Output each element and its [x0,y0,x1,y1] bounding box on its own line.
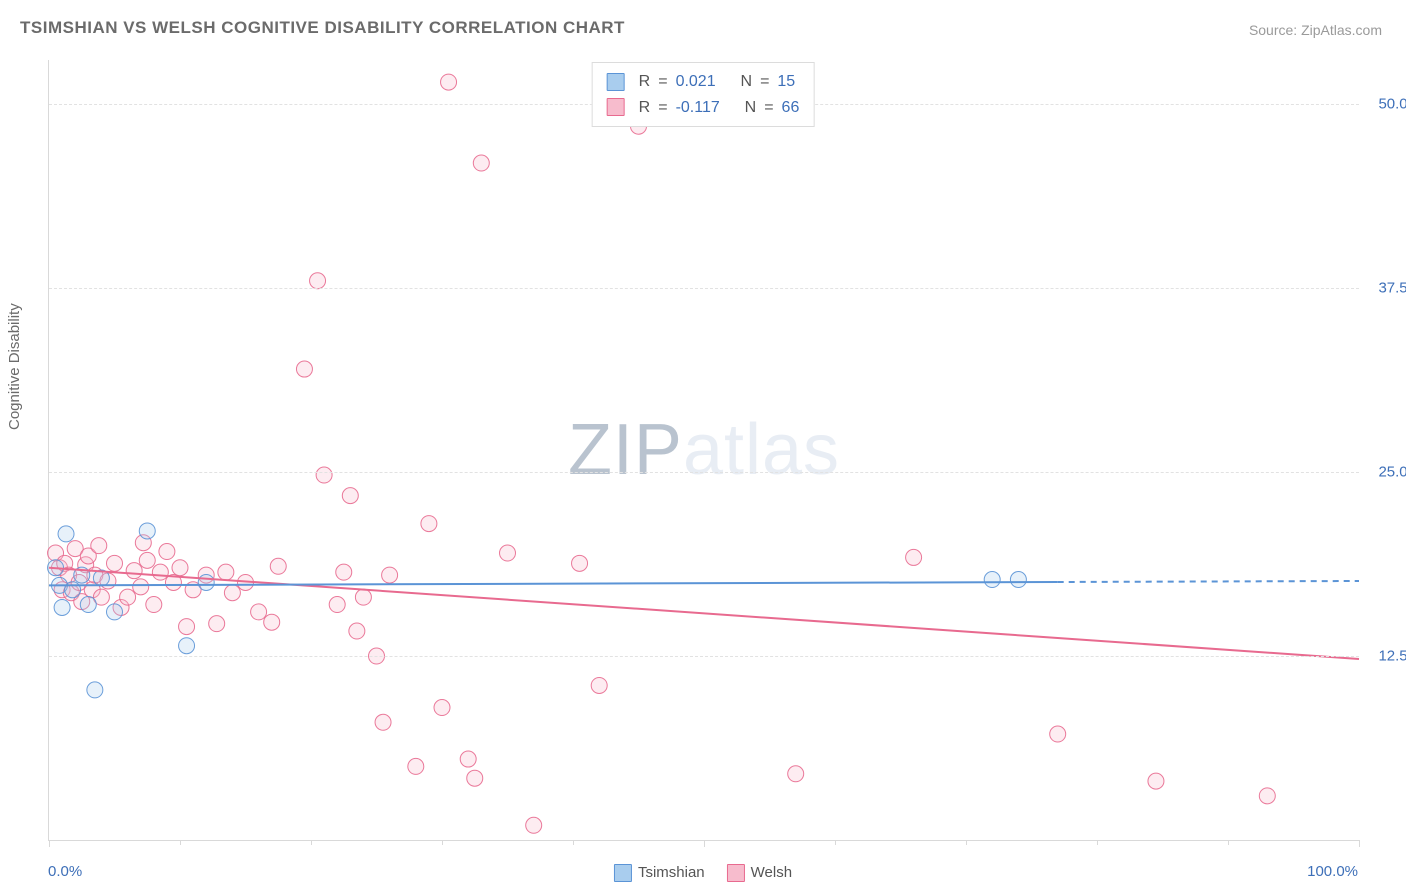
chart-plot-area: ZIPatlas 12.5%25.0%37.5%50.0% [48,60,1359,841]
legend-item: Tsimshian [614,864,705,882]
stat-label-r: R [639,69,651,95]
x-axis-label-left: 0.0% [48,863,82,880]
stat-label-r: R [639,95,651,121]
legend-item: Welsh [727,864,792,882]
stat-label-n: N [741,69,753,95]
stat-eq: = [760,69,769,95]
stat-eq: = [764,95,773,121]
stats-row: R = 0.021 N = 15 [607,69,800,95]
legend-label: Welsh [751,864,792,881]
swatch-icon [607,73,625,91]
legend-bottom: Tsimshian Welsh [614,864,792,882]
stat-eq: = [658,95,667,121]
correlation-stats-box: R = 0.021 N = 15 R = -0.117 N = 66 [592,62,815,127]
source-label: Source: ZipAtlas.com [1249,22,1382,38]
stat-value-n: 66 [782,95,800,121]
source-prefix: Source: [1249,22,1301,38]
chart-title: TSIMSHIAN VS WELSH COGNITIVE DISABILITY … [20,18,625,38]
stats-row: R = -0.117 N = 66 [607,95,800,121]
legend-label: Tsimshian [638,864,705,881]
chart-svg [49,60,1359,840]
x-axis-label-right: 100.0% [1307,863,1358,880]
stat-value-r: -0.117 [676,95,720,121]
stat-value-r: 0.021 [676,69,716,95]
stat-eq: = [658,69,667,95]
y-tick-label: 50.0% [1378,96,1406,113]
y-tick-label: 37.5% [1378,280,1406,297]
y-tick-label: 12.5% [1378,648,1406,665]
y-tick-label: 25.0% [1378,464,1406,481]
swatch-icon [727,864,745,882]
swatch-icon [607,98,625,116]
stat-label-n: N [745,95,757,121]
y-axis-title: Cognitive Disability [6,303,23,430]
stat-value-n: 15 [777,69,795,95]
swatch-icon [614,864,632,882]
source-link[interactable]: ZipAtlas.com [1301,22,1382,38]
